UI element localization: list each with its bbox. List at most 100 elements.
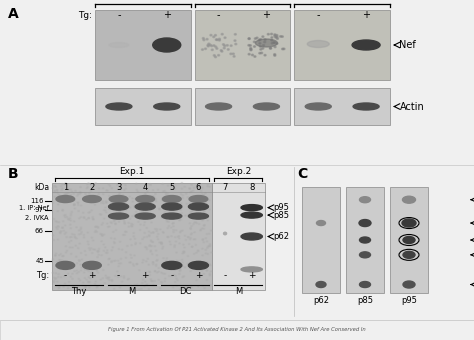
Ellipse shape xyxy=(102,270,104,271)
Ellipse shape xyxy=(102,278,103,279)
Ellipse shape xyxy=(78,210,79,211)
Ellipse shape xyxy=(274,46,276,48)
Ellipse shape xyxy=(153,214,155,215)
Text: Actin: Actin xyxy=(400,102,424,112)
Ellipse shape xyxy=(95,226,97,227)
Ellipse shape xyxy=(56,190,58,191)
Ellipse shape xyxy=(65,269,67,270)
Ellipse shape xyxy=(61,186,62,187)
Ellipse shape xyxy=(103,234,105,235)
Ellipse shape xyxy=(142,216,144,217)
Ellipse shape xyxy=(205,249,207,250)
Ellipse shape xyxy=(65,232,67,233)
Ellipse shape xyxy=(86,219,87,220)
Ellipse shape xyxy=(104,283,106,284)
Ellipse shape xyxy=(198,286,199,287)
Ellipse shape xyxy=(58,274,59,275)
Ellipse shape xyxy=(157,239,159,240)
Ellipse shape xyxy=(150,233,152,234)
Ellipse shape xyxy=(67,219,69,220)
Ellipse shape xyxy=(206,103,232,110)
Ellipse shape xyxy=(164,273,166,274)
Ellipse shape xyxy=(254,41,255,42)
Ellipse shape xyxy=(111,279,113,280)
Ellipse shape xyxy=(175,275,176,276)
Ellipse shape xyxy=(205,198,207,199)
Ellipse shape xyxy=(187,237,189,238)
Ellipse shape xyxy=(154,280,155,282)
Ellipse shape xyxy=(133,265,135,266)
Ellipse shape xyxy=(136,189,137,190)
Ellipse shape xyxy=(147,258,149,259)
Ellipse shape xyxy=(146,261,147,262)
Ellipse shape xyxy=(155,193,156,194)
Ellipse shape xyxy=(163,258,164,259)
Ellipse shape xyxy=(90,184,91,185)
Ellipse shape xyxy=(115,215,116,216)
Ellipse shape xyxy=(97,286,98,287)
Ellipse shape xyxy=(58,287,60,288)
Ellipse shape xyxy=(117,184,118,185)
Ellipse shape xyxy=(179,268,181,269)
Ellipse shape xyxy=(118,263,120,264)
Ellipse shape xyxy=(184,235,186,236)
Ellipse shape xyxy=(118,249,119,250)
Ellipse shape xyxy=(78,272,80,273)
Ellipse shape xyxy=(163,217,164,218)
Ellipse shape xyxy=(205,253,207,254)
Ellipse shape xyxy=(155,266,157,267)
Ellipse shape xyxy=(76,263,78,264)
Ellipse shape xyxy=(73,205,75,206)
Ellipse shape xyxy=(74,204,75,205)
Ellipse shape xyxy=(78,260,80,261)
Ellipse shape xyxy=(88,244,89,245)
Ellipse shape xyxy=(183,276,185,277)
Ellipse shape xyxy=(206,270,208,271)
Ellipse shape xyxy=(100,279,101,280)
Ellipse shape xyxy=(92,219,94,220)
Text: p62: p62 xyxy=(313,296,329,305)
Ellipse shape xyxy=(111,250,112,251)
Ellipse shape xyxy=(172,223,173,224)
Ellipse shape xyxy=(173,274,175,275)
Ellipse shape xyxy=(179,270,181,271)
Ellipse shape xyxy=(164,278,166,279)
Ellipse shape xyxy=(95,183,97,184)
Ellipse shape xyxy=(171,209,173,210)
Ellipse shape xyxy=(139,216,140,217)
Ellipse shape xyxy=(162,248,163,249)
Ellipse shape xyxy=(254,103,279,110)
Ellipse shape xyxy=(106,103,132,110)
Ellipse shape xyxy=(84,288,86,289)
Ellipse shape xyxy=(209,246,210,247)
Ellipse shape xyxy=(191,184,192,185)
Ellipse shape xyxy=(241,233,262,240)
Ellipse shape xyxy=(182,259,183,260)
Ellipse shape xyxy=(107,250,108,251)
Text: -: - xyxy=(117,10,121,20)
Ellipse shape xyxy=(57,226,59,227)
Ellipse shape xyxy=(115,208,116,209)
Ellipse shape xyxy=(134,255,135,256)
Ellipse shape xyxy=(75,245,76,246)
Ellipse shape xyxy=(164,281,165,282)
Ellipse shape xyxy=(162,203,182,210)
Ellipse shape xyxy=(90,278,91,279)
Ellipse shape xyxy=(56,261,74,269)
Ellipse shape xyxy=(152,281,153,282)
Ellipse shape xyxy=(196,263,198,264)
Text: -: - xyxy=(170,272,173,280)
Ellipse shape xyxy=(118,195,119,197)
Ellipse shape xyxy=(149,245,151,246)
Ellipse shape xyxy=(189,213,209,219)
Ellipse shape xyxy=(81,259,82,260)
Ellipse shape xyxy=(152,195,153,197)
Ellipse shape xyxy=(64,217,66,218)
Ellipse shape xyxy=(149,272,151,273)
Ellipse shape xyxy=(203,228,205,229)
Ellipse shape xyxy=(194,205,196,206)
Ellipse shape xyxy=(142,210,143,211)
Ellipse shape xyxy=(165,260,167,261)
Ellipse shape xyxy=(80,253,82,254)
Ellipse shape xyxy=(202,285,203,286)
